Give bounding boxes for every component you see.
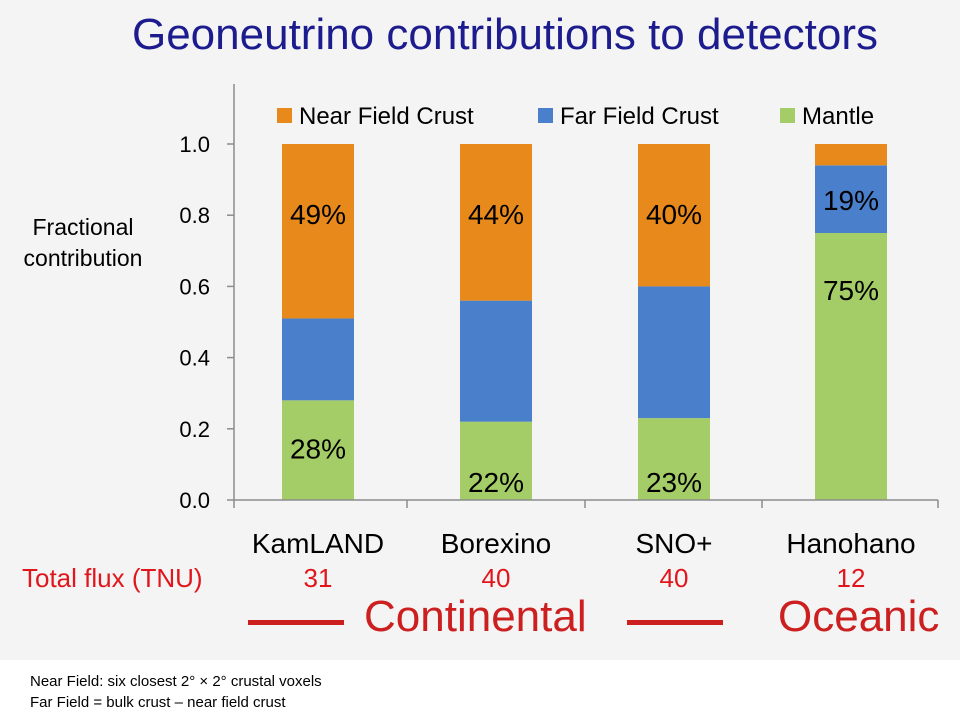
bar-sno-mantle (638, 418, 710, 500)
data-label-sno-mantle: 23% (646, 467, 702, 498)
legend-swatch-near-field-crust (277, 108, 292, 123)
page-title: Geoneutrino contributions to detectors (131, 10, 878, 59)
bar-kamland-near-field-crust (282, 144, 354, 319)
bar-borexino-mantle (460, 421, 532, 500)
bar-hanohano-far-field-crust (815, 165, 887, 233)
y-tick-label: 0.6 (179, 274, 210, 299)
flux-value-kamland: 31 (303, 563, 333, 593)
data-label-borexino-mantle: 22% (468, 467, 524, 498)
data-label-borexino-near-field-crust: 44% (468, 199, 524, 230)
legend-label-near-field-crust: Near Field Crust (299, 103, 474, 130)
bar-hanohano-mantle (815, 233, 887, 500)
bar-kamland-mantle (282, 400, 354, 500)
bar-kamland-far-field-crust (282, 318, 354, 401)
footnote-far-field: Far Field = bulk crust – near field crus… (30, 694, 286, 711)
flux-value-borexino: 40 (481, 563, 511, 593)
data-label-kamland-mantle: 28% (290, 433, 346, 464)
bar-sno-far-field-crust (638, 286, 710, 419)
category-label-borexino: Borexino (441, 528, 552, 559)
data-label-hanohano-far-field-crust: 19% (823, 185, 879, 216)
bar-hanohano-near-field-crust (815, 144, 887, 166)
oceanic-label: Oceanic (778, 592, 940, 641)
continental-dash-left (248, 620, 344, 625)
flux-value-hanohano: 12 (836, 563, 866, 593)
continental-label: Continental (364, 592, 587, 641)
legend-label-far-field-crust: Far Field Crust (560, 103, 719, 130)
bar-sno-near-field-crust (638, 144, 710, 287)
legend-swatch-mantle (780, 108, 795, 123)
category-label-kamland: KamLAND (252, 528, 384, 559)
data-label-kamland-near-field-crust: 49% (290, 199, 346, 230)
bar-borexino-far-field-crust (460, 300, 532, 422)
total-flux-label: Total flux (TNU) (22, 563, 203, 593)
stacked-bar-chart: 0.0 0.2 0.4 0.6 0.8 1.0 KamLAND Borexino SNO+ Han… (179, 84, 939, 559)
category-label-sno: SNO+ (635, 528, 712, 559)
data-label-hanohano-mantle: 75% (823, 275, 879, 306)
footnote-near-field: Near Field: six closest 2° × 2° crustal … (30, 673, 322, 690)
category-label-hanohano: Hanohano (786, 528, 915, 559)
bar-borexino-near-field-crust (460, 144, 532, 301)
data-label-sno-near-field-crust: 40% (646, 199, 702, 230)
y-tick-label: 0.4 (179, 346, 210, 371)
y-axis-label: Fractional contribution (23, 214, 143, 271)
flux-value-sno: 40 (659, 563, 689, 593)
y-tick-label: 0.0 (179, 488, 210, 513)
y-tick-label: 1.0 (179, 132, 210, 157)
y-tick-label: 0.2 (179, 417, 210, 442)
legend-label-mantle: Mantle (802, 103, 874, 130)
legend-swatch-far-field-crust (538, 108, 553, 123)
y-tick-label: 0.8 (179, 203, 210, 228)
continental-dash-right (627, 620, 723, 625)
